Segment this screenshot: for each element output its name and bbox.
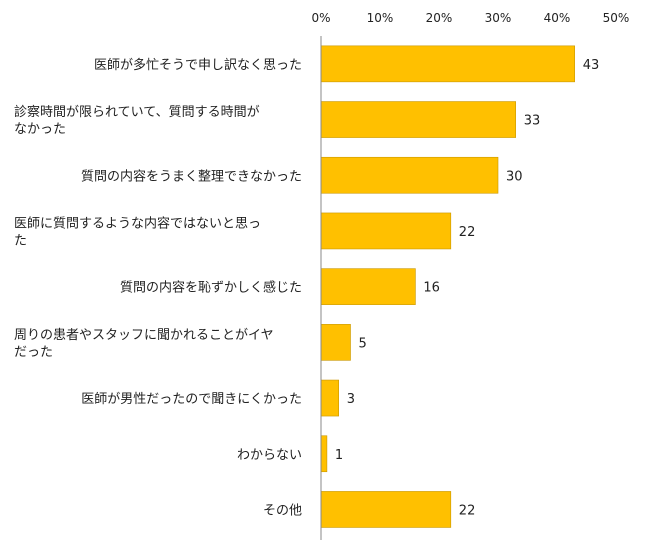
- bar: [320, 268, 416, 305]
- category-label: その他: [263, 503, 302, 518]
- category-label: なかった: [14, 122, 66, 137]
- x-axis-ticks: 0% 10% 20% 30% 40% 50%: [311, 11, 629, 25]
- bar: [320, 435, 328, 473]
- category-label: 周りの患者やスタッフに聞かれることがイヤ: [14, 328, 274, 343]
- data-label: 3: [347, 392, 355, 407]
- x-tick-label: 30%: [485, 11, 512, 25]
- category-label: 医師が多忙そうで申し訳なく思った: [94, 57, 302, 73]
- category-label: 医師が男性だったので聞きにくかった: [81, 392, 302, 407]
- category-label: 質問の内容をうまく整理できなかった: [81, 168, 302, 184]
- data-label: 22: [459, 225, 476, 240]
- category-label: だった: [14, 345, 53, 360]
- x-tick-label: 50%: [603, 11, 630, 25]
- bar: [320, 379, 340, 417]
- category-label: た: [14, 233, 27, 248]
- bar: [320, 101, 516, 138]
- data-label: 33: [524, 114, 541, 129]
- category-label: 質問の内容を恥ずかしく感じた: [120, 280, 302, 296]
- category-label: 医師に質問するような内容ではないと思っ: [14, 215, 261, 231]
- data-label: 22: [459, 503, 476, 518]
- x-tick-label: 20%: [426, 11, 453, 25]
- data-label: 5: [359, 336, 367, 351]
- data-label: 43: [583, 58, 600, 73]
- bar: [320, 212, 452, 250]
- bar: [320, 156, 499, 194]
- x-tick-label: 40%: [544, 11, 571, 25]
- data-labels: 43 33 30 22 16 5 3 1 22: [335, 58, 599, 519]
- x-tick-label: 10%: [367, 11, 394, 25]
- bar: [320, 491, 452, 528]
- x-tick-label: 0%: [311, 11, 330, 25]
- category-label: 診察時間が限られていて、質問する時間が: [14, 104, 260, 120]
- bar: [320, 324, 351, 361]
- data-label: 30: [506, 169, 523, 184]
- data-label: 16: [423, 281, 440, 296]
- bars: [320, 45, 575, 528]
- category-labels: 医師が多忙そうで申し訳なく思った診察時間が限られていて、質問する時間がなかった質…: [14, 57, 302, 519]
- bar: [320, 45, 575, 83]
- category-label: わからない: [237, 448, 302, 463]
- data-label: 1: [335, 448, 343, 463]
